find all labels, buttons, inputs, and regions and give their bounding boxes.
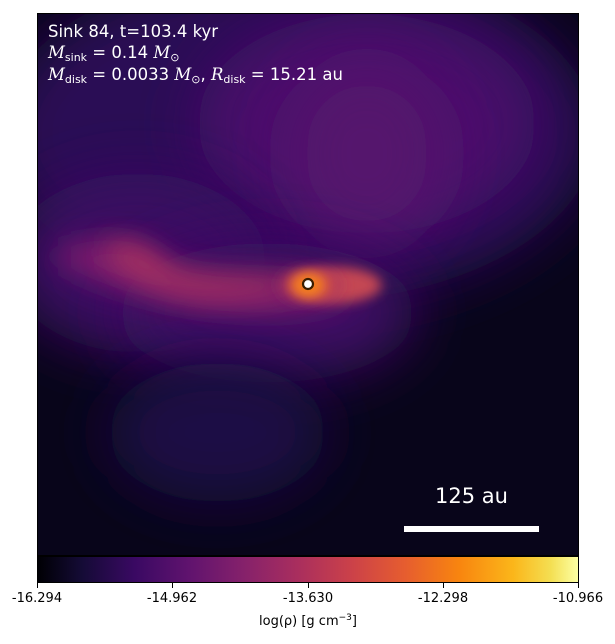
- solar-mass-subscript: ⊙: [170, 51, 180, 64]
- colorbar-tick-label: -14.962: [146, 591, 198, 606]
- density-map: [38, 14, 578, 555]
- sink-info-text: Sink 84, t=103.4 kyr: [48, 22, 219, 41]
- disk-solar-mass-subscript: ⊙: [191, 73, 201, 86]
- sink-mass-subscript: sink: [64, 51, 88, 64]
- disk-radius-value: = 15.21 au: [245, 65, 343, 84]
- disk-radius-symbol: R: [210, 65, 224, 84]
- colorbar-tick-label: -12.298: [417, 591, 469, 606]
- sink-mass-value: = 0.14: [87, 43, 154, 62]
- sink-mass-symbol: M: [48, 43, 65, 62]
- colorbar-label: log(ρ) [g cm−3]: [37, 613, 579, 629]
- sink-info-line: Sink 84, t=103.4 kyr: [48, 22, 218, 42]
- sink-mass-line: Msink = 0.14 M⊙: [48, 43, 179, 68]
- scale-bar: [404, 526, 539, 532]
- colorbar-tick-label: -10.966: [552, 591, 604, 606]
- colorbar-tick: [443, 583, 444, 588]
- colorbar-tick-label: -13.630: [282, 591, 334, 606]
- scale-bar-label: 125 au: [435, 484, 508, 508]
- colorbar-tick: [308, 583, 309, 588]
- disk-properties-line: Mdisk = 0.0033 M⊙, Rdisk = 15.21 au: [48, 65, 343, 90]
- disk-mass-value: = 0.0033: [87, 65, 175, 84]
- colorbar: [37, 556, 579, 583]
- colorbar-label-prefix: log(ρ) [g cm: [259, 614, 339, 629]
- disk-solar-mass-symbol: M: [174, 65, 192, 84]
- colorbar-tick: [37, 583, 38, 588]
- disk-radius-subscript: disk: [223, 73, 246, 86]
- colorbar-tick-label: -16.294: [11, 591, 63, 606]
- colorbar-label-suffix: ]: [351, 614, 357, 629]
- separator: ,: [200, 65, 211, 84]
- density-map-panel: Sink 84, t=103.4 kyr Msink = 0.14 M⊙ Mdi…: [37, 13, 579, 556]
- disk-mass-subscript: disk: [64, 73, 88, 86]
- sink-marker: [301, 277, 315, 291]
- colorbar-label-exponent: −3: [338, 613, 352, 623]
- colorbar-tick: [578, 583, 579, 588]
- solar-mass-symbol: M: [153, 43, 171, 62]
- colorbar-tick: [172, 583, 173, 588]
- disk-mass-symbol: M: [48, 65, 65, 84]
